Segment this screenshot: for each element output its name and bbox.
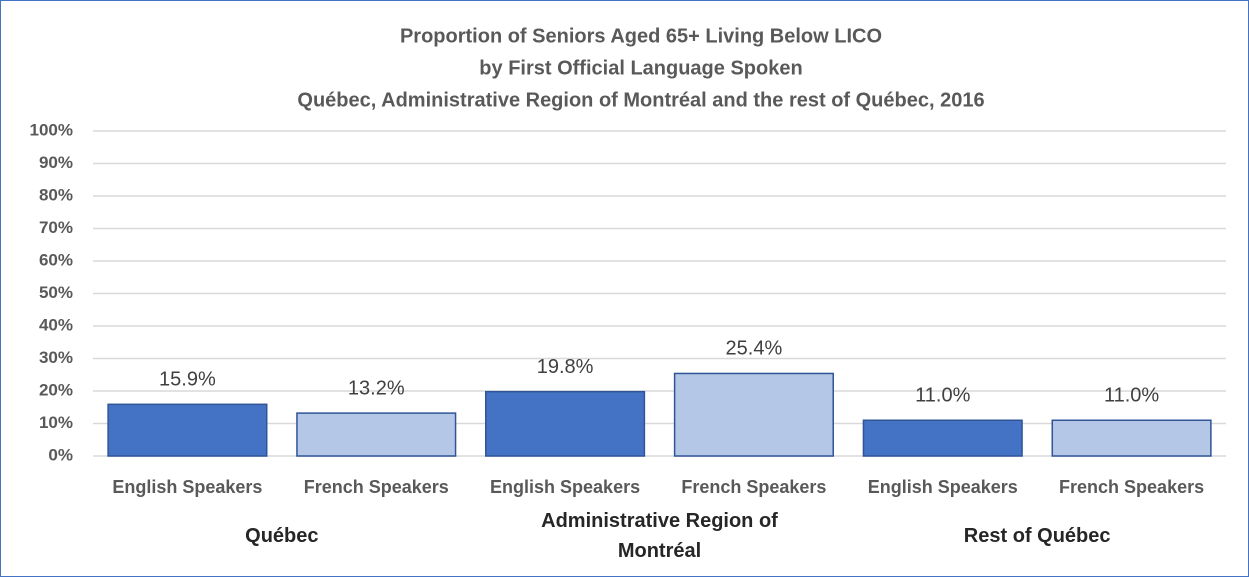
bar [673, 372, 834, 457]
group-label: Québec [245, 525, 319, 547]
y-tick-label: 10% [39, 413, 73, 432]
data-label: 19.8% [537, 356, 594, 378]
data-label: 15.9% [159, 369, 216, 391]
y-tick-label: 50% [39, 283, 73, 302]
chart-title: Québec, Administrative Region of Montréa… [297, 89, 984, 111]
group-label: Administrative Region of Montréal [541, 510, 778, 562]
bar [1051, 419, 1212, 457]
y-tick-label: 20% [39, 380, 73, 399]
bar [107, 403, 268, 457]
bar [485, 390, 646, 457]
data-label: 11.0% [915, 385, 970, 407]
bar [862, 419, 1023, 457]
y-tick-label: 100% [30, 120, 73, 139]
y-tick-label: 80% [39, 185, 73, 204]
data-label: 25.4% [726, 338, 783, 360]
x-tick-label: English Speakers [868, 477, 1018, 497]
group-label: Rest of Québec [963, 525, 1111, 547]
x-tick-label: French Speakers [1059, 477, 1204, 497]
y-tick-label: 40% [39, 315, 73, 334]
bar [296, 412, 457, 457]
y-tick-label: 90% [39, 153, 73, 172]
data-label: 13.2% [348, 377, 405, 399]
data-label: 11.0% [1104, 385, 1159, 407]
x-tick-label: English Speakers [490, 477, 640, 497]
y-tick-label: 0% [48, 445, 73, 464]
y-tick-label: 30% [39, 348, 73, 367]
chart-title: Proportion of Seniors Aged 65+ Living Be… [400, 25, 882, 47]
y-tick-label: 70% [39, 218, 73, 237]
chart-title: by First Official Language Spoken [479, 57, 802, 79]
x-tick-label: English Speakers [112, 477, 262, 497]
x-tick-label: French Speakers [304, 477, 449, 497]
x-tick-label: French Speakers [681, 477, 826, 497]
y-tick-label: 60% [39, 250, 73, 269]
